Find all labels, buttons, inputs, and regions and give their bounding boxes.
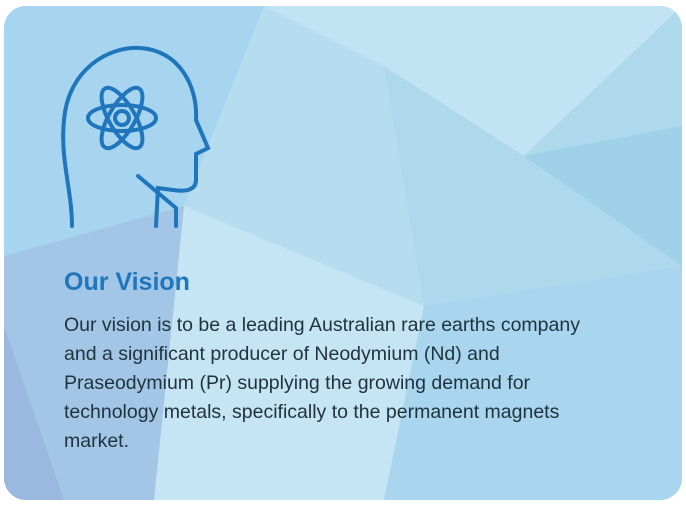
card-body: Our vision is to be a leading Australian…	[64, 314, 580, 452]
background	[4, 6, 682, 500]
card-title: Our Vision	[64, 268, 190, 296]
vision-card: Our Vision Our vision is to be a leading…	[4, 6, 682, 500]
head-atom-icon	[61, 45, 211, 228]
